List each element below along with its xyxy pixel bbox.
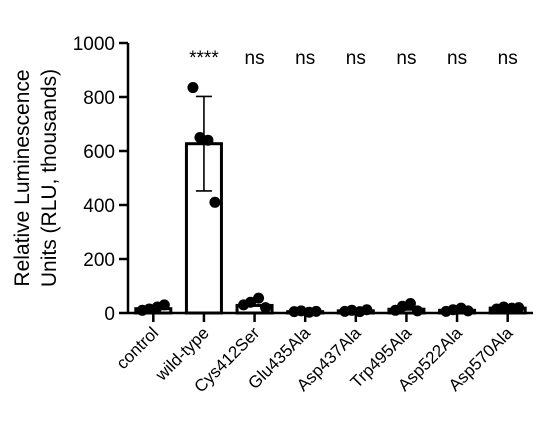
data-point	[462, 305, 474, 317]
significance-label: ns	[295, 48, 315, 69]
data-point	[310, 305, 322, 317]
data-point	[209, 196, 221, 208]
data-point	[202, 134, 214, 146]
x-tick-labels: controlwild-typeCys412SerGlu435AlaAsp437…	[113, 323, 517, 396]
data-point	[498, 301, 510, 313]
significance-label: ****	[189, 48, 219, 69]
data-point	[158, 299, 170, 311]
y-tick-label: 1000	[73, 34, 115, 55]
significance-label: ns	[245, 48, 265, 69]
data-point	[513, 302, 525, 314]
significance-label: ns	[396, 48, 416, 69]
significance-label: ns	[447, 48, 467, 69]
data-point	[253, 292, 265, 304]
y-tick-label: 200	[83, 250, 115, 271]
data-point	[260, 302, 272, 314]
x-tick-label: control	[113, 323, 163, 373]
y-tick-label: 400	[83, 196, 115, 217]
y-tick-label: 600	[83, 142, 115, 163]
data-points	[136, 82, 525, 318]
data-point	[187, 82, 199, 94]
data-point	[361, 304, 373, 316]
y-axis-label-line-2: Units (RLU, thousands)	[38, 69, 61, 287]
bars	[134, 142, 527, 315]
significance-label: ns	[498, 48, 518, 69]
y-axis: 0 200 400 600 800 1000	[73, 34, 130, 325]
y-axis-label: Relative Luminescence Units (RLU, thousa…	[11, 69, 61, 287]
significance-label: ns	[346, 48, 366, 69]
y-tick-label: 800	[83, 88, 115, 109]
y-axis-label-line-1: Relative Luminescence	[11, 69, 34, 286]
data-point	[411, 305, 423, 317]
y-tick-label: 0	[104, 304, 115, 325]
significance-labels: **** ns ns ns ns ns ns	[189, 48, 518, 69]
data-point	[404, 298, 416, 310]
